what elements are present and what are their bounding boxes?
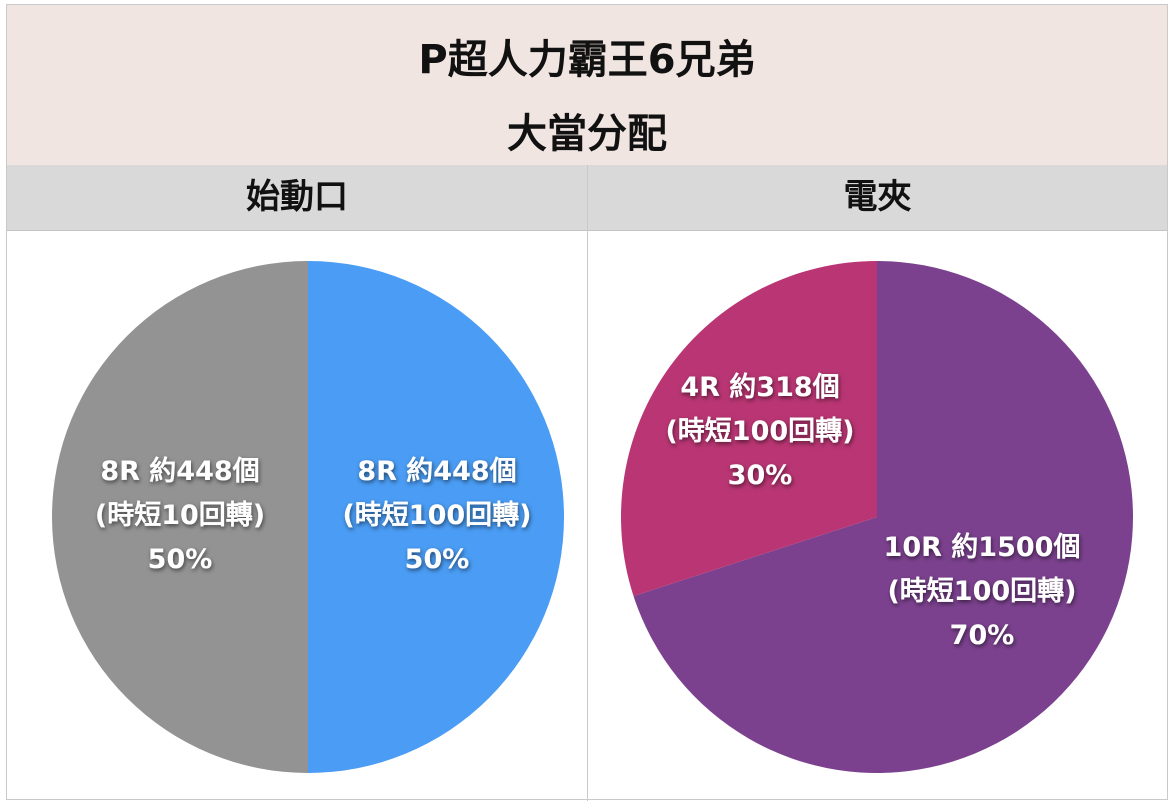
pie-slice-1-1 bbox=[621, 261, 877, 597]
pie-chart-electric-clamp: 10R 約1500個 (時短100回轉) 70% 4R 約318個 (時短100回轉) 3… bbox=[621, 261, 1133, 773]
slice-label-0-0: 8R 約448個 bbox=[100, 455, 259, 487]
column-header-left: 始動口 bbox=[7, 165, 587, 231]
slice-label-1-0: 10R 約1500個 bbox=[884, 531, 1081, 563]
slice-label-0-1: 8R 約448個 bbox=[357, 455, 516, 487]
pie-slice-0-1 bbox=[52, 261, 308, 773]
slice-label-1-1: 4R 約318個 bbox=[680, 371, 839, 403]
slice-percent-0-0: 50% bbox=[148, 544, 213, 575]
slice-sublabel-0-0: (時短10回轉) bbox=[95, 500, 265, 531]
slice-percent-1-1: 30% bbox=[728, 460, 793, 491]
slice-sublabel-1-0: (時短100回轉) bbox=[887, 576, 1076, 607]
pie-slice-0-0 bbox=[308, 261, 564, 773]
pie-slice-1-0 bbox=[633, 261, 1133, 773]
chart-title: P超人力霸王6兄弟 bbox=[418, 37, 756, 83]
title-band: P超人力霸王6兄弟 大當分配 bbox=[7, 5, 1167, 166]
slice-percent-1-0: 70% bbox=[950, 620, 1015, 651]
pie-chart-start-port: 8R 約448個 (時短10回轉) 50% 8R 約448個 (時短100回轉) 50% bbox=[52, 261, 564, 773]
column-divider bbox=[587, 165, 588, 801]
column-header-right: 電夾 bbox=[588, 165, 1167, 231]
chart-subtitle: 大當分配 bbox=[507, 111, 667, 157]
slice-sublabel-0-1: (時短100回轉) bbox=[342, 500, 531, 531]
slice-percent-0-1: 50% bbox=[405, 544, 470, 575]
slice-sublabel-1-1: (時短100回轉) bbox=[665, 416, 854, 447]
